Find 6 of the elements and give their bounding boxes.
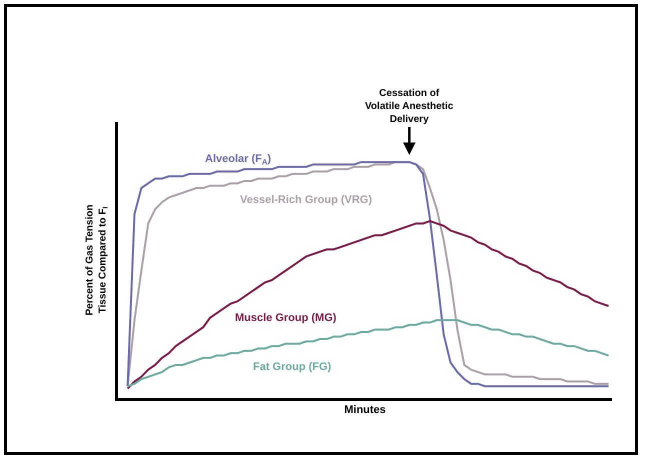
x-axis-title: Minutes [344, 404, 386, 416]
series-label: Fat Group (FG) [253, 361, 332, 373]
series-label: Alveolar (F$_{A}$) [205, 153, 272, 166]
text: Cessation of Volatile Anesthetic Delivery [365, 88, 454, 125]
series-label: Vessel-Rich Group (VRG) [240, 194, 372, 206]
series-label: Muscle Group (MG) [235, 312, 337, 324]
